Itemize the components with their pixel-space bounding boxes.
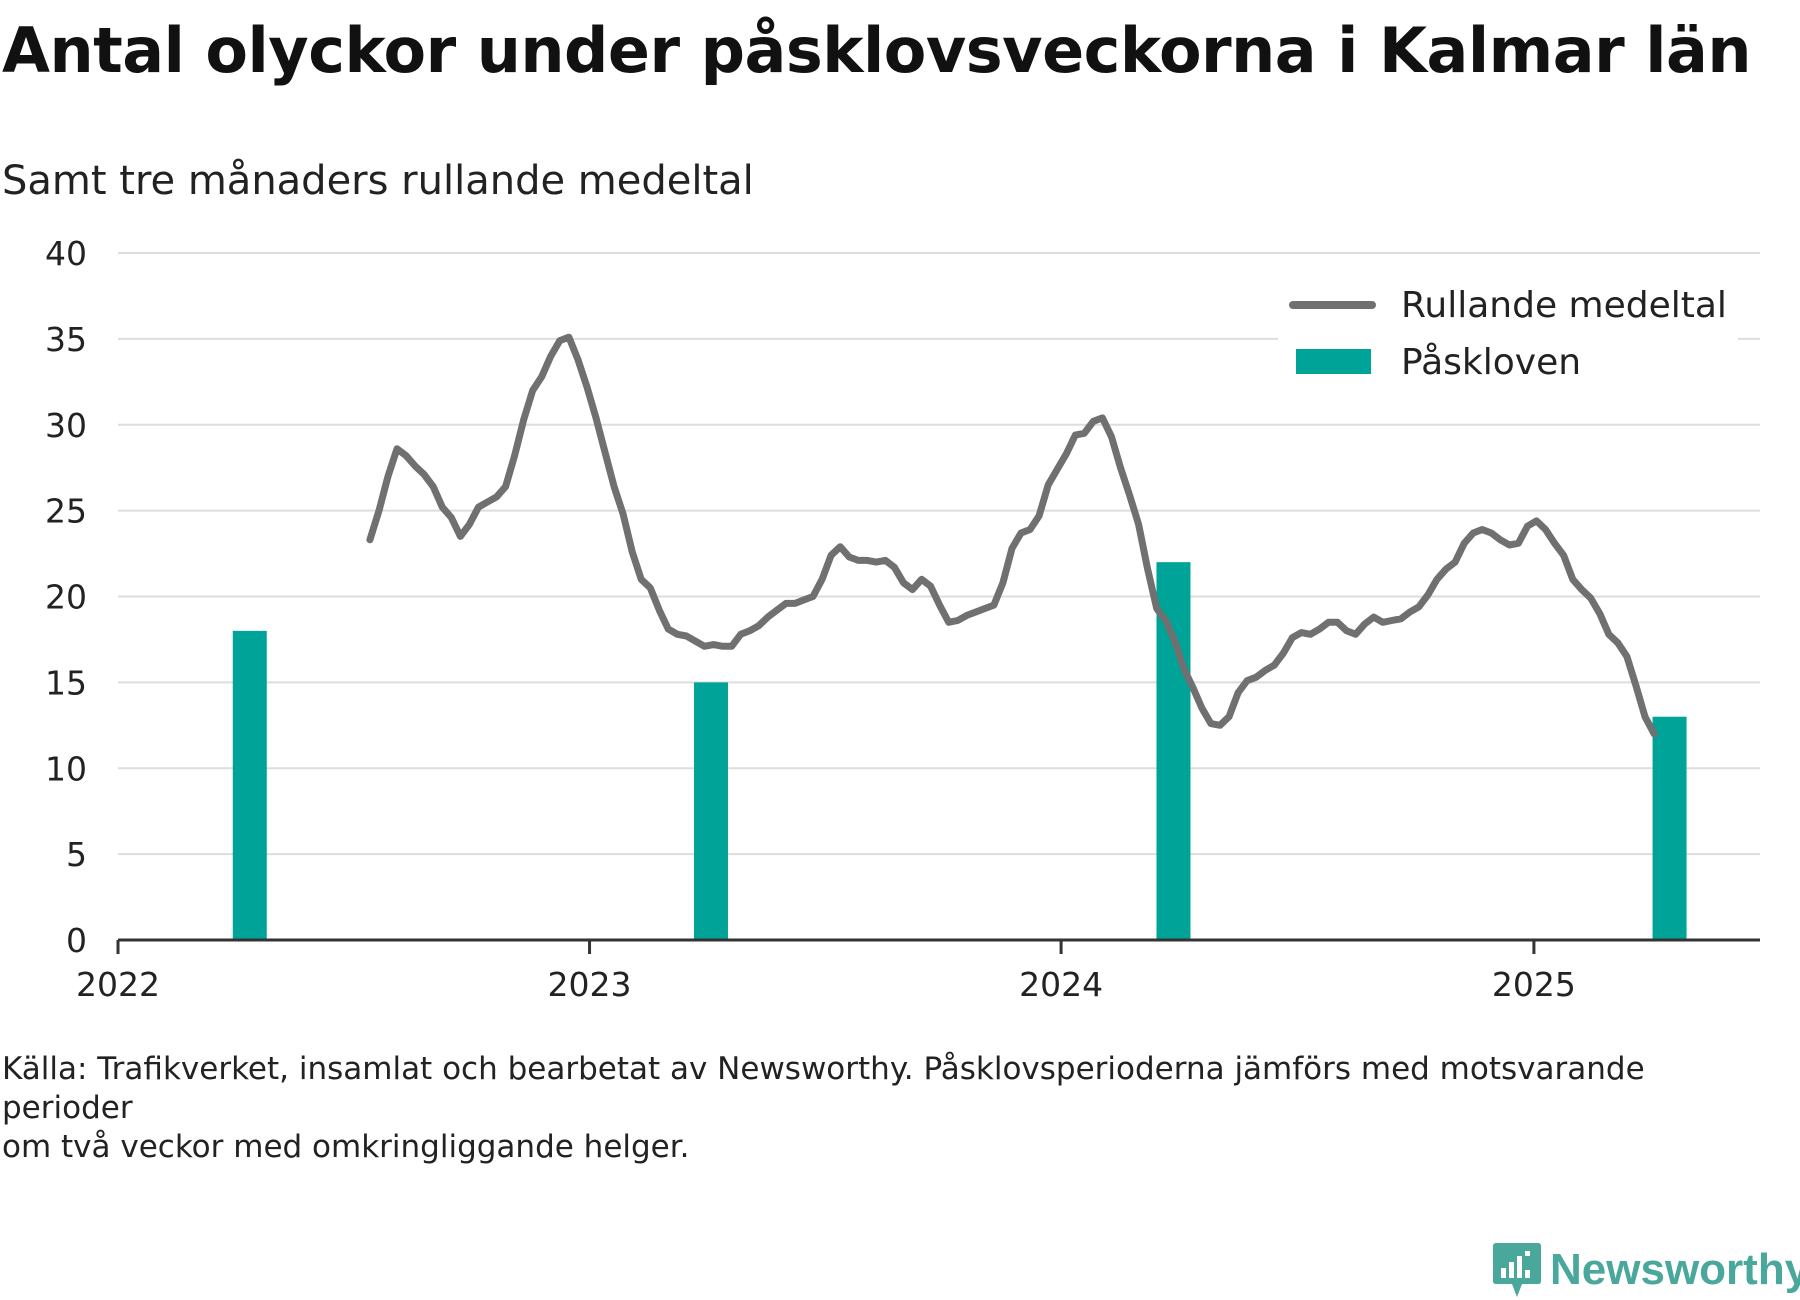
footnote-line-2: om två veckor med omkringliggande helger…	[2, 1129, 690, 1165]
newsworthy-logo: Newsworthy	[1492, 1242, 1800, 1298]
bar-paskloven	[1156, 562, 1191, 940]
y-tick-label: 40	[45, 234, 87, 273]
legend-bar-swatch	[1296, 349, 1371, 374]
x-axis-labels: 2022 2023 2024 2025	[76, 965, 1576, 1004]
x-tick-label: 2022	[76, 965, 160, 1004]
legend-label-line: Rullande medeltal	[1401, 285, 1727, 326]
y-tick-label: 20	[45, 578, 87, 617]
y-tick-label: 10	[45, 749, 87, 788]
line-series	[366, 333, 1658, 738]
line-rullande-medeltal	[366, 333, 1658, 738]
chart-title: Antal olyckor under påsklovsveckorna i K…	[2, 14, 1751, 87]
x-tick-label: 2023	[548, 965, 632, 1004]
y-tick-label: 35	[45, 320, 87, 359]
newsworthy-logo-icon	[1493, 1243, 1541, 1297]
legend: Rullande medeltal Påskloven	[1278, 277, 1738, 383]
x-tick-label: 2024	[1019, 965, 1103, 1004]
bar-paskloven	[693, 682, 728, 940]
y-tick-label: 5	[66, 835, 87, 874]
chart-subtitle: Samt tre månaders rullande medeltal	[2, 158, 754, 204]
y-tick-label: 0	[66, 921, 87, 960]
y-tick-label: 30	[45, 406, 87, 445]
y-tick-label: 15	[45, 663, 87, 702]
source-footnote: Källa: Trafikverket, insamlat och bearbe…	[2, 1050, 1702, 1167]
y-axis-labels: 0 5 10 15 20 25 30 35 40	[45, 234, 87, 960]
y-tick-label: 25	[45, 492, 87, 531]
x-tick-label: 2025	[1492, 965, 1576, 1004]
axes	[116, 938, 1760, 954]
footnote-line-1: Källa: Trafikverket, insamlat och bearbe…	[2, 1051, 1645, 1126]
legend-label-bar: Påskloven	[1401, 342, 1581, 383]
logo-text: Newsworthy	[1550, 1245, 1800, 1294]
bar-series	[232, 562, 1687, 940]
bar-paskloven	[1652, 716, 1687, 940]
bar-paskloven	[232, 630, 267, 940]
